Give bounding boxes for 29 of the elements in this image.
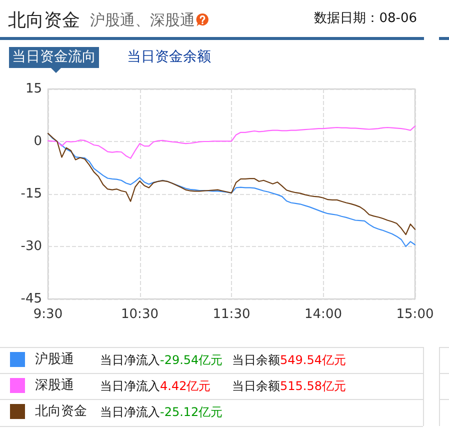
legend-label: 沪股通 bbox=[35, 351, 74, 367]
text: 515.58亿元 bbox=[280, 379, 346, 393]
text: 549.54亿元 bbox=[280, 353, 346, 367]
x-tick-label: 9:30 bbox=[33, 307, 63, 322]
chart-subtitle: 沪股通、深股通 bbox=[90, 10, 195, 30]
y-tick-label: 0 bbox=[34, 134, 42, 149]
text: 数据日期：08-06 bbox=[314, 10, 417, 28]
text: 当日净流入 bbox=[100, 353, 160, 367]
x-tick-label: 11:30 bbox=[212, 307, 250, 322]
legend-label: 北向资金 bbox=[35, 404, 87, 419]
text: 4.42亿元 bbox=[160, 379, 211, 393]
line-series bbox=[47, 126, 416, 159]
text: 当日净流入 bbox=[100, 379, 160, 393]
text: -25.12亿元 bbox=[160, 405, 223, 419]
x-tick-label: 15:00 bbox=[396, 307, 434, 322]
text: 当日资金流向 bbox=[9, 47, 99, 68]
text: 当日余额 bbox=[232, 353, 280, 367]
y-tick-label: -30 bbox=[20, 239, 42, 254]
text: 当日资金余额 bbox=[127, 48, 211, 67]
x-tick-label: 14:00 bbox=[304, 307, 342, 322]
text: 当日余额 bbox=[232, 379, 280, 393]
chart-title: 北向资金 bbox=[8, 9, 80, 32]
x-tick-label: 10:30 bbox=[121, 307, 158, 322]
y-tick-label: 15 bbox=[25, 82, 42, 96]
y-tick-label: -15 bbox=[20, 186, 42, 202]
legend-label: 深股通 bbox=[35, 378, 74, 393]
y-tick-label: -45 bbox=[20, 292, 42, 306]
text: 当日净流入 bbox=[100, 405, 160, 419]
text: -29.54亿元 bbox=[160, 353, 223, 367]
